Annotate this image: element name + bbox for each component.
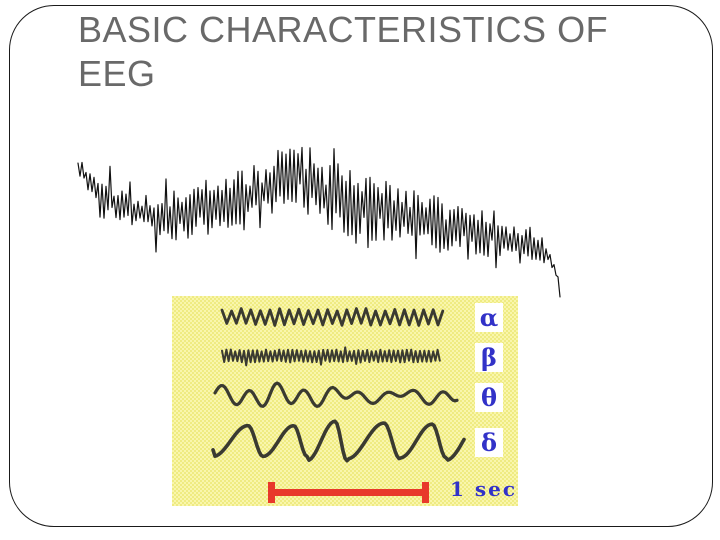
- theta-label: θ: [475, 383, 503, 412]
- scale-bar-right-cap: [422, 482, 429, 503]
- scale-bar-left-cap: [268, 482, 275, 503]
- scale-bar-line: [272, 489, 425, 496]
- slide-border: [9, 5, 713, 527]
- wave-panel: [172, 296, 518, 506]
- slide-title: BASIC CHARACTERISTICS OF EEG: [78, 8, 688, 96]
- title-line-1: BASIC CHARACTERISTICS OF: [78, 9, 609, 50]
- delta-label: δ: [475, 428, 503, 457]
- alpha-label: α: [475, 303, 503, 332]
- beta-label: β: [475, 343, 503, 372]
- scale-label: 1 sec: [450, 477, 518, 501]
- title-line-2: EEG: [78, 52, 156, 94]
- scale-bar: [268, 482, 429, 503]
